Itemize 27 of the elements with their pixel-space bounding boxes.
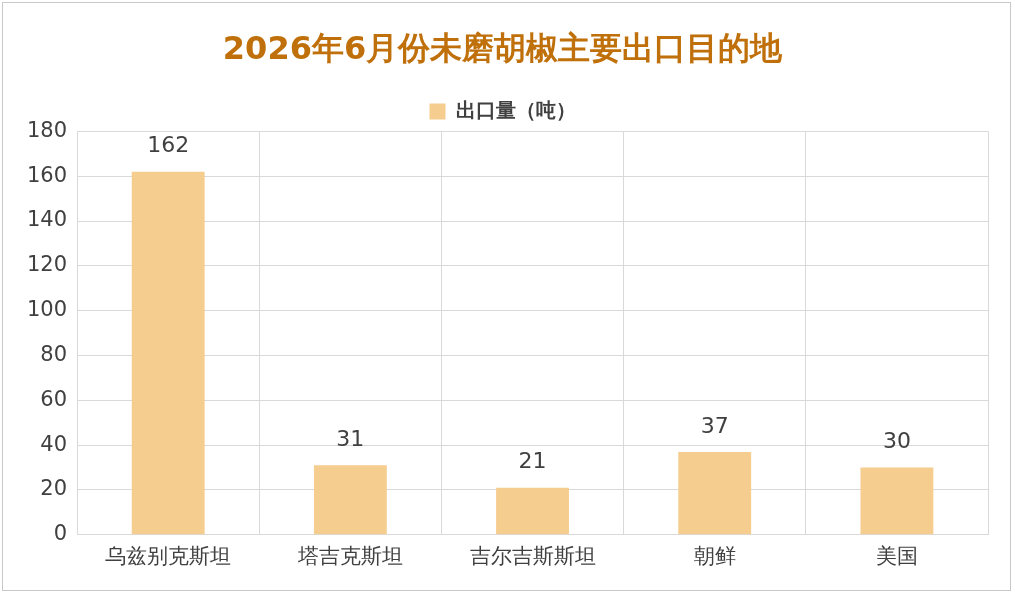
y-tick-label: 80 (40, 341, 68, 366)
x-tick-label: 塔吉克斯坦 (296, 543, 403, 568)
bar (678, 451, 752, 535)
y-tick-label: 20 (40, 476, 68, 501)
data-label: 30 (882, 428, 911, 454)
bar (313, 465, 387, 535)
x-tick-label: 美国 (875, 543, 918, 568)
data-label: 162 (147, 132, 190, 158)
y-tick-label: 180 (26, 117, 68, 142)
x-tick-label: 乌兹别克斯坦 (105, 543, 232, 568)
x-tick-label: 吉尔吉斯斯坦 (469, 543, 596, 568)
data-label: 31 (336, 426, 365, 452)
bar (860, 467, 934, 535)
y-tick-label: 100 (26, 297, 68, 322)
chart-title: 2026年6月份未磨胡椒主要出口目的地 (222, 28, 784, 67)
y-tick-label: 0 (53, 521, 68, 546)
y-tick-label: 60 (40, 386, 68, 411)
x-tick-label: 朝鲜 (693, 543, 736, 568)
data-label: 37 (700, 412, 729, 438)
legend-label: 出口量（吨） (455, 97, 576, 122)
y-tick-label: 160 (26, 162, 68, 187)
y-tick-label: 40 (40, 431, 68, 456)
bar (496, 487, 569, 535)
data-label: 21 (518, 448, 547, 474)
y-tick-label: 120 (26, 252, 68, 277)
y-tick-label: 140 (26, 207, 68, 232)
bar (131, 171, 205, 535)
